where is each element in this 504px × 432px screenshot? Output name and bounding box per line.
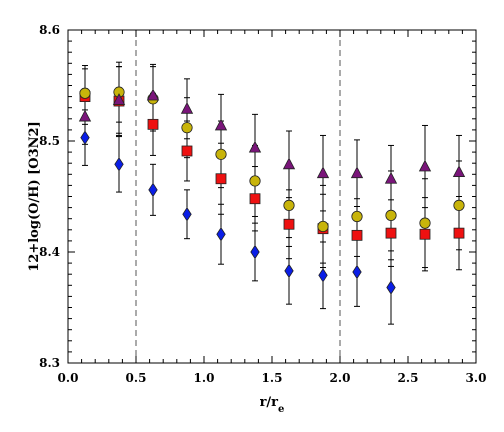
x-tick-label: 1.5: [262, 371, 283, 385]
y-axis-label: 12+log(O/H) [O3N2]: [27, 121, 42, 271]
x-axis-label-sub: e: [278, 404, 284, 415]
data-point-triangle: [214, 118, 228, 131]
errorbars-layer: [82, 61, 462, 325]
data-point-circle: [215, 148, 227, 160]
data-point-circle: [181, 122, 193, 134]
data-point-circle: [419, 217, 431, 229]
data-point-triangle: [418, 159, 432, 172]
data-point-triangle: [146, 88, 160, 101]
y-tick-label: 8.4: [39, 245, 60, 259]
y-tick-label: 8.5: [39, 134, 60, 148]
y-tick-label: 8.3: [39, 356, 60, 370]
data-point-diamond: [318, 268, 328, 283]
data-point-square: [385, 227, 397, 239]
x-tick-label: 1.0: [194, 371, 215, 385]
x-tick-label: 0.0: [58, 371, 79, 385]
data-point-diamond: [148, 182, 158, 198]
data-point-triangle: [112, 93, 126, 105]
data-point-triangle: [282, 157, 296, 170]
data-point-square: [453, 227, 465, 239]
data-point-triangle: [350, 166, 364, 179]
data-point-triangle: [180, 101, 194, 114]
data-point-diamond: [250, 244, 260, 260]
markers-layer: [78, 86, 466, 295]
data-point-triangle: [452, 165, 466, 177]
data-point-diamond: [284, 263, 294, 279]
data-point-circle: [317, 220, 329, 233]
data-point-square: [419, 228, 431, 240]
data-point-diamond: [80, 130, 90, 145]
x-tick-label: 3.0: [466, 371, 487, 385]
plot-frame: [67, 29, 477, 364]
x-tick-label: 0.5: [126, 371, 147, 385]
data-point-circle: [385, 209, 397, 221]
data-point-square: [181, 145, 193, 157]
data-point-diamond: [114, 157, 124, 172]
data-point-diamond: [352, 264, 362, 280]
y-tick-label: 8.6: [39, 23, 60, 37]
data-point-diamond: [182, 207, 192, 222]
ticks-layer: 0.0 0.5 1.0 1.5 2.0 2.5 3.0 8.3 8.4 8.5 8.6: [39, 23, 486, 385]
data-point-circle: [79, 87, 91, 99]
data-point-diamond: [216, 227, 226, 242]
x-axis-label-main: r/r: [260, 395, 279, 410]
data-point-triangle: [316, 166, 330, 179]
data-point-diamond: [386, 280, 396, 295]
data-point-square: [351, 229, 363, 241]
data-point-circle: [351, 210, 363, 223]
data-point-square: [147, 118, 159, 130]
data-point-circle: [453, 199, 465, 211]
data-point-square: [249, 193, 261, 205]
data-point-square: [283, 218, 295, 230]
data-point-circle: [249, 175, 261, 187]
data-point-circle: [283, 199, 295, 211]
data-point-square: [215, 173, 227, 185]
vlines-layer: [135, 30, 341, 363]
x-tick-label: 2.5: [398, 371, 419, 385]
data-point-triangle: [78, 109, 92, 122]
x-tick-label: 2.0: [330, 371, 351, 385]
data-point-triangle: [384, 171, 398, 184]
x-axis-label: r/re: [260, 395, 285, 415]
data-point-triangle: [248, 140, 262, 153]
